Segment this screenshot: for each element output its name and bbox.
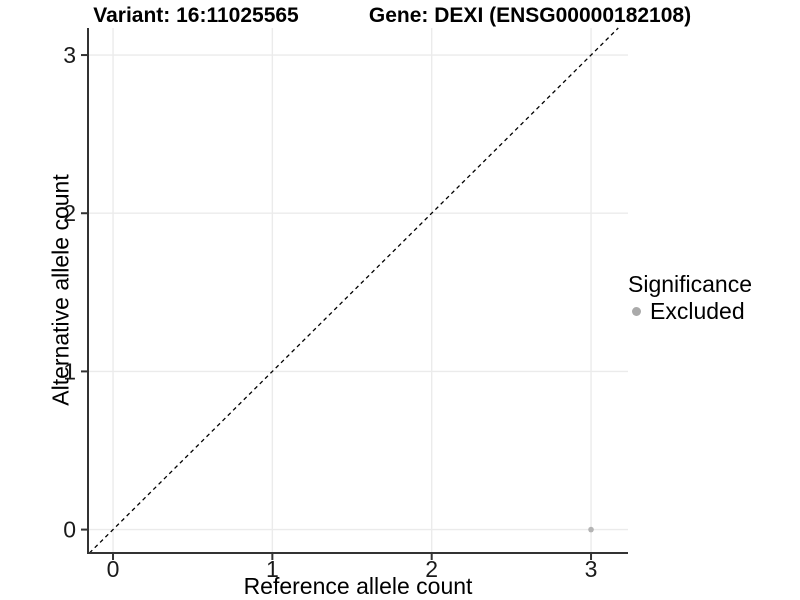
legend-item-excluded: Excluded bbox=[628, 298, 752, 325]
identity-dashed-line bbox=[88, 27, 619, 554]
data-point bbox=[588, 526, 594, 533]
legend-item-label: Excluded bbox=[650, 298, 745, 324]
plot-title-gene: Gene: DEXI (ENSG00000182108) bbox=[368, 4, 692, 27]
plot-title-variant: Variant: 16:11025565 bbox=[93, 4, 299, 27]
x-tick-label: 2 bbox=[425, 556, 438, 582]
y-tick-label: 0 bbox=[63, 517, 76, 543]
y-tick-label: 2 bbox=[63, 200, 76, 226]
x-axis-title: Reference allele count bbox=[243, 573, 473, 599]
legend-point-icon bbox=[632, 307, 641, 316]
legend-title: Significance bbox=[628, 271, 753, 297]
x-tick-label: 3 bbox=[585, 556, 598, 582]
legend: Significance Excluded bbox=[628, 271, 752, 325]
y-tick-label: 3 bbox=[63, 42, 76, 68]
y-axis-title: Alternative allele count bbox=[47, 174, 74, 406]
x-tick-label: 1 bbox=[266, 556, 279, 582]
y-tick-label: 1 bbox=[63, 358, 76, 384]
x-tick-label: 0 bbox=[107, 556, 120, 582]
